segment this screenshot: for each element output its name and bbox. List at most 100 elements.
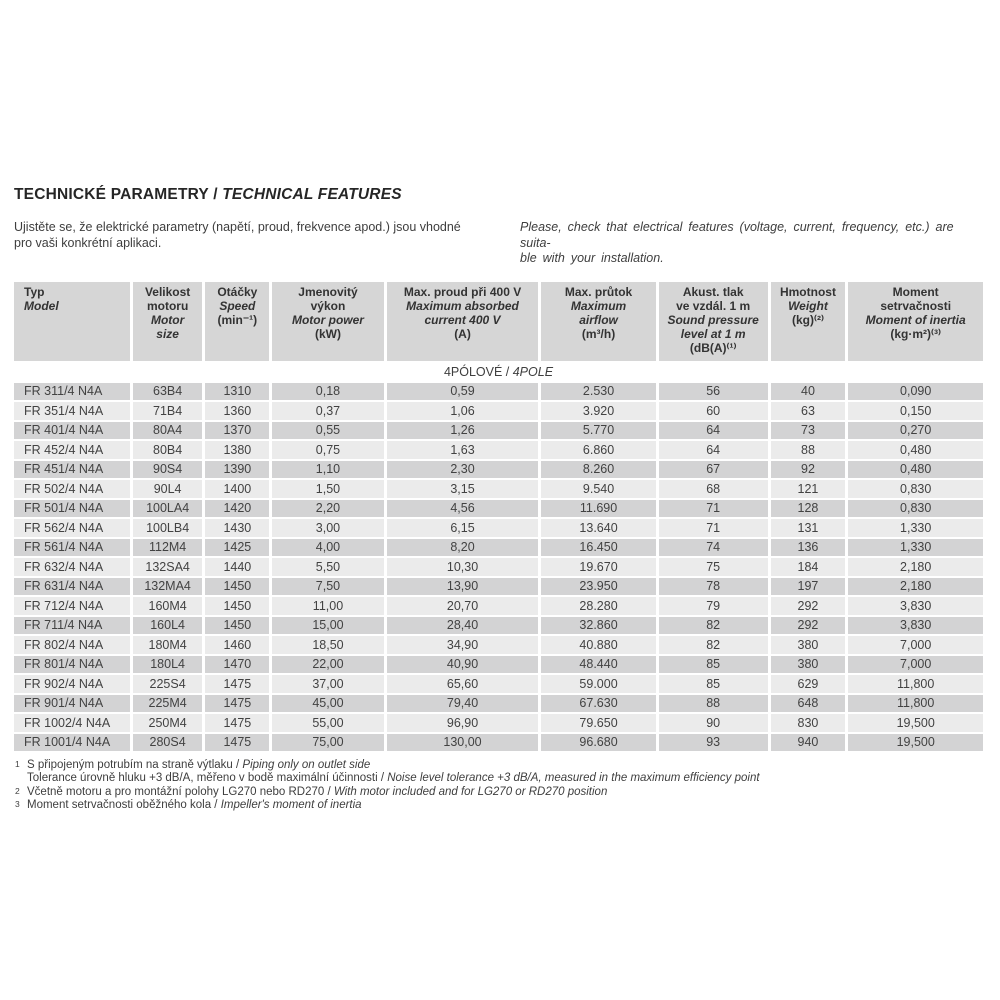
cell-max-airflow: 8.260: [541, 460, 656, 478]
cell-typ: FR 901/4 N4A: [14, 694, 130, 712]
cell-max-airflow: 5.770: [541, 421, 656, 439]
cell-weight: 73: [770, 421, 846, 439]
cell-speed: 1450: [205, 616, 270, 634]
cell-speed: 1470: [205, 655, 270, 673]
cell-typ: FR 401/4 N4A: [14, 421, 130, 439]
column-header-max-current: Max. proud při 400 V Maximum absorbed curr…: [386, 281, 539, 361]
cell-speed: 1475: [205, 714, 270, 732]
header-line: motoru: [146, 298, 189, 313]
header-line: Speed: [219, 298, 256, 313]
cell-moment-of-inertia: 0,480: [848, 460, 983, 478]
cell-motor-size: 225S4: [132, 675, 203, 693]
cell-motor-size: 90L4: [132, 480, 203, 498]
footnote: 3 Moment setrvačnosti oběžného kola / Imp…: [14, 799, 986, 812]
cell-max-airflow: 67.630: [541, 694, 656, 712]
cell-sound-pressure: 71: [658, 519, 768, 537]
cell-weight: 380: [770, 636, 846, 654]
cell-motor-size: 63B4: [132, 382, 203, 400]
cell-motor-power: 7,50: [272, 577, 384, 595]
header-line: (min⁻¹): [217, 312, 258, 327]
cell-weight: 380: [770, 655, 846, 673]
pole-section-label-cz: 4PÓLOVÉ /: [443, 364, 513, 379]
table-row: FR 562/4 N4A 100LB4 1430 3,00 6,15 13.640 71 13…: [14, 519, 983, 537]
cell-speed: 1425: [205, 538, 270, 556]
cell-moment-of-inertia: 19,500: [848, 714, 983, 732]
cell-sound-pressure: 64: [658, 441, 768, 459]
cell-max-current: 13,90: [386, 577, 539, 595]
cell-max-current: 1,63: [386, 441, 539, 459]
cell-weight: 184: [770, 558, 846, 576]
cell-motor-size: 112M4: [132, 538, 203, 556]
cell-motor-size: 180L4: [132, 655, 203, 673]
header-line: Moment of inertia: [865, 312, 966, 327]
footnote: 1 S připojeným potrubím na straně výtlaku…: [14, 759, 986, 786]
cell-weight: 648: [770, 694, 846, 712]
cell-typ: FR 631/4 N4A: [14, 577, 130, 595]
cell-max-current: 10,30: [386, 558, 539, 576]
cell-max-airflow: 2.530: [541, 382, 656, 400]
cell-moment-of-inertia: 1,330: [848, 538, 983, 556]
cell-moment-of-inertia: 19,500: [848, 733, 983, 751]
cell-speed: 1310: [205, 382, 270, 400]
cell-sound-pressure: 85: [658, 675, 768, 693]
table-row: FR 452/4 N4A 80B4 1380 0,75 1,63 6.860 64 88 0,4…: [14, 441, 983, 459]
table-row: FR 631/4 N4A 132MA4 1450 7,50 13,90 23.950 78 1…: [14, 577, 983, 595]
footnote-line: Tolerance úrovně hluku +3 dB/A, měřeno v…: [27, 772, 986, 785]
table-row: FR 902/4 N4A 225S4 1475 37,00 65,60 59.000 85 6…: [14, 675, 983, 693]
page-title-en: TECHNICAL FEATURES: [222, 186, 402, 203]
cell-sound-pressure: 64: [658, 421, 768, 439]
technical-features-table: Typ Model Velikost motoru Motor size Otáčky Spe…: [11, 280, 986, 754]
cell-typ: FR 902/4 N4A: [14, 675, 130, 693]
cell-max-current: 3,15: [386, 480, 539, 498]
cell-motor-size: 225M4: [132, 694, 203, 712]
table-row: FR 451/4 N4A 90S4 1390 1,10 2,30 8.260 67 92 0,4…: [14, 460, 983, 478]
header-line: ve vzdál. 1 m: [676, 298, 751, 313]
page-title: TECHNICKÉ PARAMETRY / TECHNICAL FEATURES: [14, 186, 986, 204]
cell-max-airflow: 79.650: [541, 714, 656, 732]
cell-max-current: 130,00: [386, 733, 539, 751]
cell-motor-size: 132SA4: [132, 558, 203, 576]
cell-typ: FR 801/4 N4A: [14, 655, 130, 673]
cell-weight: 292: [770, 597, 846, 615]
cell-motor-power: 22,00: [272, 655, 384, 673]
header-line: Max. proud při 400 V: [403, 284, 522, 299]
header-line: Jmenovitý: [298, 284, 358, 299]
cell-motor-size: 280S4: [132, 733, 203, 751]
header-line: Motor: [150, 312, 185, 327]
cell-motor-size: 80A4: [132, 421, 203, 439]
cell-max-current: 4,56: [386, 499, 539, 517]
cell-max-current: 96,90: [386, 714, 539, 732]
cell-max-current: 2,30: [386, 460, 539, 478]
cell-max-airflow: 19.670: [541, 558, 656, 576]
cell-max-current: 79,40: [386, 694, 539, 712]
cell-sound-pressure: 88: [658, 694, 768, 712]
cell-max-current: 1,26: [386, 421, 539, 439]
cell-max-airflow: 6.860: [541, 441, 656, 459]
cell-max-airflow: 23.950: [541, 577, 656, 595]
cell-typ: FR 802/4 N4A: [14, 636, 130, 654]
cell-motor-power: 0,37: [272, 402, 384, 420]
cell-sound-pressure: 85: [658, 655, 768, 673]
table-row: FR 711/4 N4A 160L4 1450 15,00 28,40 32.860 82 2…: [14, 616, 983, 634]
header-line: current 400 V: [424, 312, 501, 327]
cell-typ: FR 451/4 N4A: [14, 460, 130, 478]
column-header-weight: Hmotnost Weight (kg)⁽²⁾: [770, 281, 846, 361]
cell-motor-size: 160M4: [132, 597, 203, 615]
cell-motor-size: 250M4: [132, 714, 203, 732]
cell-weight: 131: [770, 519, 846, 537]
cell-motor-power: 45,00: [272, 694, 384, 712]
header-line: Akust. tlak: [682, 284, 744, 299]
table-row: FR 311/4 N4A 63B4 1310 0,18 0,59 2.530 56 40 0,0…: [14, 382, 983, 400]
cell-weight: 629: [770, 675, 846, 693]
cell-speed: 1450: [205, 597, 270, 615]
cell-max-current: 34,90: [386, 636, 539, 654]
cell-motor-power: 0,55: [272, 421, 384, 439]
cell-moment-of-inertia: 3,830: [848, 616, 983, 634]
page-content: TECHNICKÉ PARAMETRY / TECHNICAL FEATURES…: [14, 186, 986, 813]
intro-section: Ujistěte se, že elektrické parametry (na…: [14, 220, 986, 267]
cell-weight: 40: [770, 382, 846, 400]
column-header-max-airflow: Max. průtok Maximum airflow (m³/h): [541, 281, 656, 361]
cell-moment-of-inertia: 0,150: [848, 402, 983, 420]
header-line: Otáčky: [217, 284, 258, 299]
cell-typ: FR 1002/4 N4A: [14, 714, 130, 732]
